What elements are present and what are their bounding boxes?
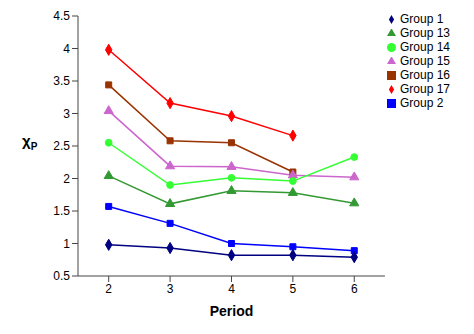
html-text:Group 14: Group 14	[400, 40, 450, 54]
svg-text:2: 2	[63, 172, 70, 186]
svg-text:4: 4	[63, 42, 70, 56]
svg-text:4: 4	[228, 282, 235, 296]
svg-text:2.5: 2.5	[53, 139, 70, 153]
html-text:Group 15: Group 15	[400, 54, 450, 68]
svg-text:Period: Period	[210, 303, 254, 319]
svg-text:χP: χP	[22, 132, 38, 152]
svg-text:5: 5	[290, 282, 297, 296]
svg-text:1.5: 1.5	[53, 204, 70, 218]
svg-text:2: 2	[105, 282, 112, 296]
svg-text:4.5: 4.5	[53, 9, 70, 23]
svg-text:6: 6	[351, 282, 358, 296]
svg-text:1: 1	[63, 237, 70, 251]
svg-text:3.5: 3.5	[53, 74, 70, 88]
html-text:Group 13: Group 13	[400, 26, 450, 40]
html-text:Group 16: Group 16	[400, 68, 450, 82]
svg-text:0.5: 0.5	[53, 269, 70, 283]
html-text:Group 17: Group 17	[400, 82, 450, 96]
html-text:Group 2: Group 2	[400, 96, 444, 110]
svg-text:3: 3	[167, 282, 174, 296]
html-text:Group 1: Group 1	[400, 12, 444, 26]
svg-text:3: 3	[63, 107, 70, 121]
